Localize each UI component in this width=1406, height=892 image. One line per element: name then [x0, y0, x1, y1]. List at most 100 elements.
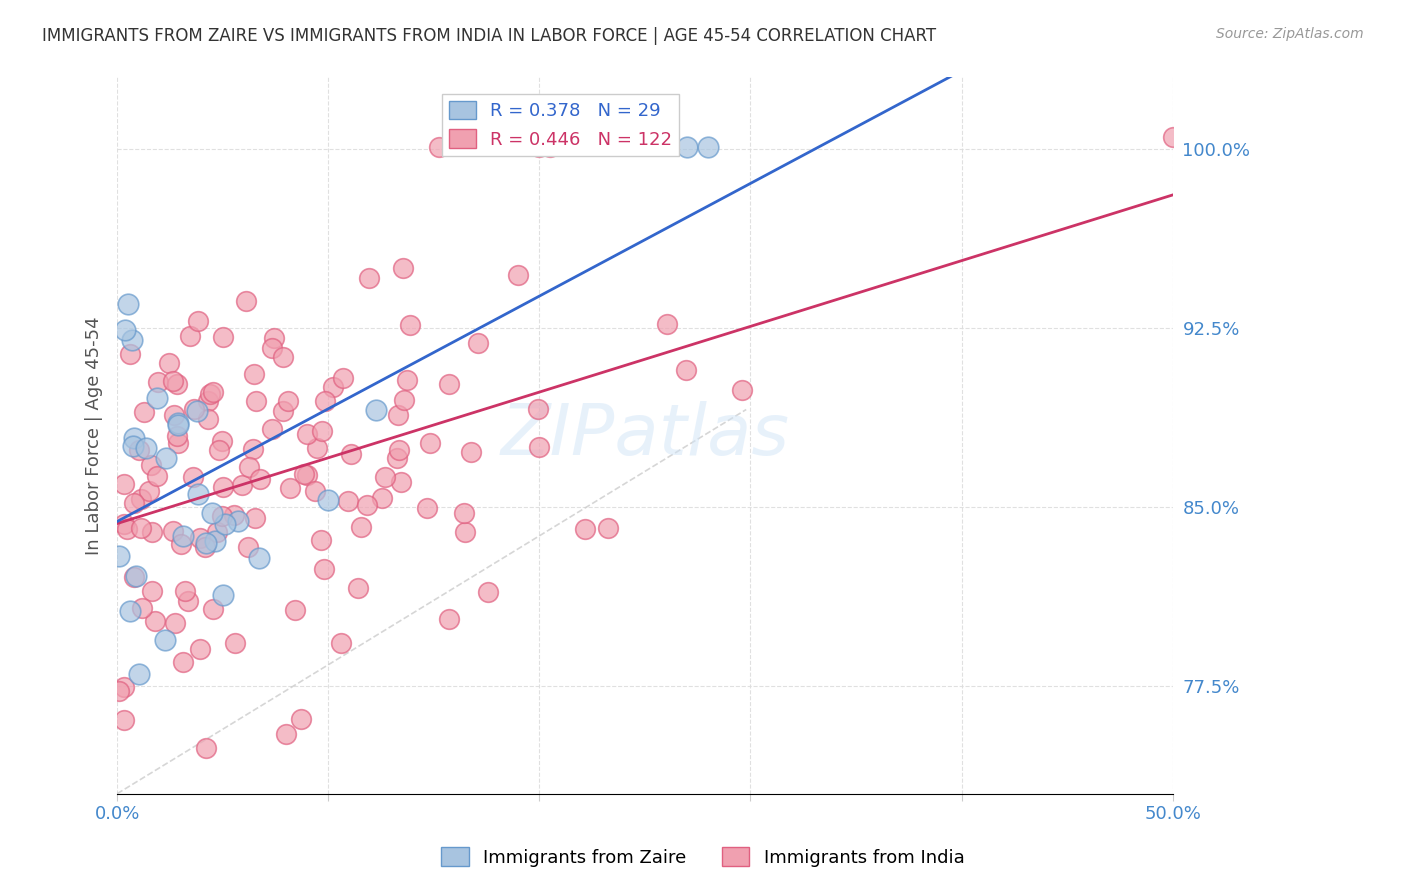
Text: Source: ZipAtlas.com: Source: ZipAtlas.com — [1216, 27, 1364, 41]
Immigrants from India — [224, 636, 246, 650]
Immigrants from India — [418, 435, 440, 450]
Immigrants from India — [340, 447, 363, 461]
Immigrants from India — [212, 329, 235, 343]
Immigrants from India — [304, 483, 326, 498]
Immigrants from India — [188, 531, 211, 545]
Immigrants from India — [129, 491, 152, 506]
Immigrants from India — [198, 386, 221, 401]
Immigrants from India — [242, 442, 264, 456]
Immigrants from India — [131, 601, 153, 615]
Immigrants from India — [399, 318, 422, 332]
Immigrants from India — [574, 522, 596, 536]
Immigrants from India — [179, 328, 201, 343]
Immigrants from India — [655, 317, 678, 331]
Immigrants from Zaire — [187, 487, 209, 501]
Immigrants from India — [388, 443, 411, 458]
Immigrants from Zaire — [247, 551, 270, 566]
Immigrants from India — [112, 517, 135, 532]
Immigrants from India — [271, 350, 294, 364]
Immigrants from Zaire — [125, 569, 148, 583]
Immigrants from India — [538, 139, 561, 153]
Immigrants from India — [238, 460, 260, 475]
Immigrants from India — [437, 376, 460, 391]
Immigrants from India — [122, 570, 145, 584]
Immigrants from India — [312, 562, 335, 576]
Immigrants from India — [112, 476, 135, 491]
Immigrants from India — [194, 540, 217, 554]
Immigrants from India — [115, 522, 138, 536]
Immigrants from India — [392, 392, 415, 407]
Immigrants from Zaire — [166, 417, 188, 431]
Immigrants from India — [453, 506, 475, 520]
Immigrants from India — [467, 336, 489, 351]
Immigrants from India — [190, 641, 212, 656]
Immigrants from India — [143, 615, 166, 629]
Immigrants from India — [112, 713, 135, 727]
Immigrants from India — [439, 612, 461, 626]
Immigrants from India — [336, 493, 359, 508]
Immigrants from India — [277, 393, 299, 408]
Immigrants from India — [527, 440, 550, 454]
Immigrants from India — [195, 741, 218, 756]
Immigrants from India — [141, 525, 163, 540]
Immigrants from Zaire — [114, 323, 136, 337]
Immigrants from India — [416, 500, 439, 515]
Immigrants from India — [374, 470, 396, 484]
Legend: R = 0.378   N = 29, R = 0.446   N = 122: R = 0.378 N = 29, R = 0.446 N = 122 — [441, 94, 679, 156]
Immigrants from India — [169, 537, 191, 551]
Immigrants from Zaire — [120, 604, 142, 618]
Immigrants from India — [201, 602, 224, 616]
Immigrants from India — [122, 496, 145, 510]
Immigrants from India — [322, 379, 344, 393]
Immigrants from Zaire — [226, 515, 249, 529]
Immigrants from India — [146, 376, 169, 390]
Immigrants from India — [181, 470, 204, 484]
Text: ZIPatlas: ZIPatlas — [501, 401, 789, 470]
Immigrants from India — [1161, 130, 1184, 145]
Immigrants from India — [347, 582, 370, 596]
Immigrants from India — [332, 370, 354, 384]
Immigrants from India — [222, 508, 245, 522]
Immigrants from India — [314, 393, 336, 408]
Immigrants from India — [263, 331, 285, 345]
Immigrants from India — [235, 293, 257, 308]
Immigrants from Zaire — [108, 549, 131, 563]
Immigrants from India — [129, 521, 152, 535]
Immigrants from India — [294, 467, 316, 482]
Immigrants from India — [454, 525, 477, 540]
Immigrants from Zaire — [121, 333, 143, 347]
Immigrants from Zaire — [214, 517, 236, 532]
Immigrants from India — [205, 524, 228, 539]
Immigrants from India — [157, 356, 180, 370]
Immigrants from India — [274, 727, 297, 741]
Immigrants from Zaire — [167, 418, 190, 433]
Immigrants from India — [307, 442, 329, 456]
Immigrants from Zaire — [135, 441, 157, 455]
Immigrants from India — [385, 451, 408, 466]
Immigrants from India — [311, 424, 333, 438]
Immigrants from India — [138, 483, 160, 498]
Immigrants from Zaire — [212, 588, 235, 602]
Immigrants from India — [172, 655, 194, 669]
Immigrants from India — [211, 508, 233, 523]
Immigrants from India — [280, 481, 302, 495]
Immigrants from India — [166, 435, 188, 450]
Immigrants from Zaire — [186, 404, 208, 418]
Immigrants from India — [186, 314, 208, 328]
Immigrants from India — [236, 541, 259, 555]
Immigrants from Zaire — [201, 506, 224, 520]
Immigrants from India — [529, 139, 551, 153]
Immigrants from India — [350, 520, 373, 534]
Immigrants from India — [731, 383, 754, 397]
Immigrants from India — [396, 373, 419, 387]
Immigrants from India — [392, 261, 415, 276]
Immigrants from India — [309, 533, 332, 547]
Immigrants from India — [262, 422, 284, 436]
Immigrants from India — [128, 442, 150, 457]
Immigrants from India — [139, 458, 162, 472]
Immigrants from India — [197, 412, 219, 426]
Immigrants from India — [166, 377, 188, 392]
Immigrants from India — [295, 427, 318, 442]
Immigrants from India — [596, 521, 619, 535]
Immigrants from Zaire — [204, 533, 226, 548]
